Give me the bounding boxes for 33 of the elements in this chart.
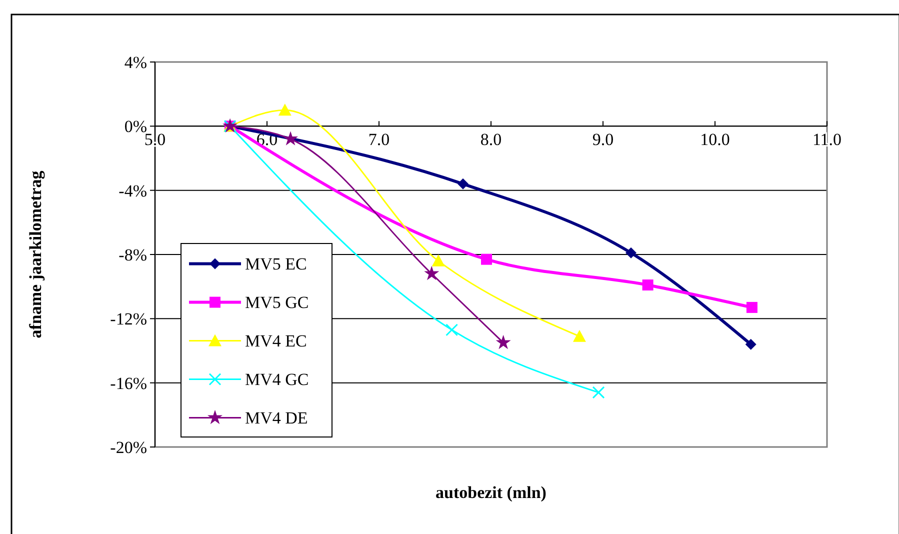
legend-label: MV5 GC [245,293,309,312]
y-tick-label: -16% [110,374,147,393]
point [626,247,636,258]
point [458,178,468,190]
point [424,266,440,280]
point [446,324,458,336]
point [481,254,492,265]
y-tick-label: -4% [118,181,147,200]
point [278,104,292,116]
y-tick-label: -20% [110,438,147,457]
legend-label: MV4 GC [245,370,309,390]
y-tick-label: 0% [124,117,147,136]
y-tick-label: -8% [118,245,147,264]
y-tick-label: 4% [124,52,147,72]
point [745,338,756,350]
x-axis-title: autobezit (mln) [436,483,546,502]
point [572,330,586,342]
y-tick-label: -12% [110,310,147,329]
point [592,386,605,399]
legend-label: MV4 DE [245,408,308,428]
x-tick-label: 7.0 [368,130,390,150]
point [496,334,511,350]
y-axis-title: afname jaarkilometrag [26,170,45,338]
x-tick-label: 9.0 [592,130,614,150]
legend-label: MV5 EC [245,254,307,274]
point [432,254,445,266]
point [642,279,654,290]
legend-label: MV4 EC [245,332,307,351]
x-tick-label: 11.0 [812,130,842,150]
x-tick-label: 10.0 [700,130,730,150]
x-tick-label: 8.0 [480,130,502,150]
point [746,302,758,313]
point [283,131,298,146]
